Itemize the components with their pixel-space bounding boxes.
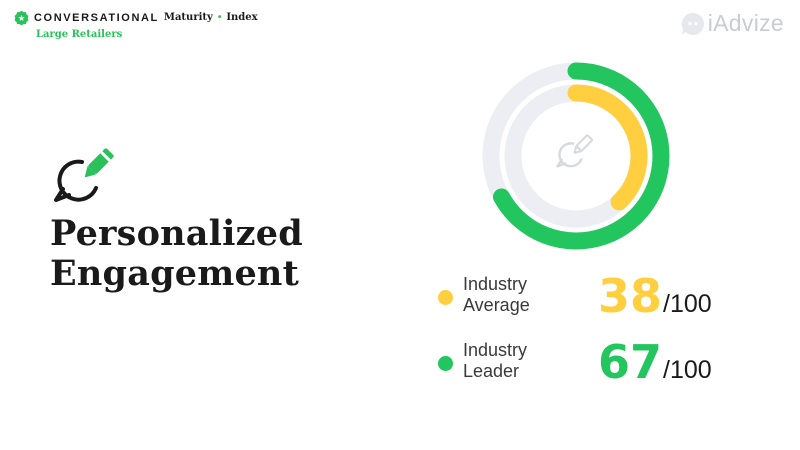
score-leader: 67/100 bbox=[598, 336, 712, 388]
brand-maturity: Maturity bbox=[163, 12, 213, 23]
legend-label-leader: Industry Leader bbox=[463, 340, 527, 382]
legend-label-average: Industry Average bbox=[463, 274, 530, 316]
brand-row: ★ CONVERSATIONAL Maturity • Index bbox=[14, 10, 258, 25]
section-title-line2: Engagement bbox=[50, 253, 299, 294]
score-max-leader: /100 bbox=[663, 356, 712, 384]
score-donut-chart bbox=[482, 62, 670, 250]
legend-label-leader-line1: Industry bbox=[463, 340, 528, 360]
legend-average: Industry Average 38/100 bbox=[438, 270, 738, 324]
score-value-leader: 67 bbox=[598, 335, 663, 389]
segment-subtitle: Large Retailers bbox=[36, 29, 123, 40]
brand-title: CONVERSATIONAL bbox=[34, 11, 159, 24]
report-header: ★ CONVERSATIONAL Maturity • Index Large … bbox=[14, 10, 258, 40]
score-average: 38/100 bbox=[598, 270, 712, 322]
donut-arc-leader bbox=[493, 62, 670, 250]
donut-arc-average bbox=[567, 84, 648, 211]
score-max-average: /100 bbox=[663, 290, 712, 318]
svg-text:★: ★ bbox=[18, 13, 26, 23]
section-title-line1: Personalized bbox=[50, 213, 303, 254]
score-value-average: 38 bbox=[598, 269, 663, 323]
brand-index: Index bbox=[226, 12, 258, 23]
iadvize-logo: iAdvize bbox=[680, 10, 784, 37]
legend-label-average-line2: Average bbox=[463, 295, 530, 315]
brand-separator: • bbox=[217, 12, 222, 23]
legend-label-leader-line2: Leader bbox=[463, 361, 520, 381]
chat-pencil-icon bbox=[54, 148, 114, 202]
logo-text: iAdvize bbox=[707, 10, 784, 36]
legend-leader: Industry Leader 67/100 bbox=[438, 336, 738, 390]
legend-dot-average bbox=[438, 290, 453, 305]
badge-icon: ★ bbox=[14, 10, 29, 25]
legend-dot-leader bbox=[438, 356, 453, 371]
section-title: Personalized Engagement bbox=[50, 214, 303, 294]
legend-label-average-line1: Industry bbox=[463, 274, 528, 294]
donut-center-icon bbox=[556, 134, 593, 168]
chat-bubble-logo-icon bbox=[681, 12, 704, 35]
